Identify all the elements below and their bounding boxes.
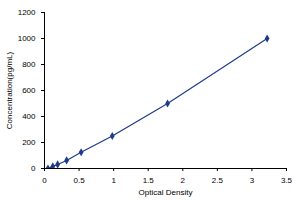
svg-text:2.5: 2.5 [212,176,224,185]
svg-text:1200: 1200 [18,8,36,17]
svg-text:0: 0 [31,164,36,173]
svg-text:400: 400 [22,112,36,121]
svg-text:1: 1 [111,176,116,185]
svg-text:3: 3 [250,176,255,185]
svg-text:200: 200 [22,138,36,147]
svg-text:1.5: 1.5 [143,176,155,185]
svg-text:Concentration(pg/mL): Concentration(pg/mL) [5,51,14,129]
svg-text:Optical Density: Optical Density [139,188,193,197]
svg-text:600: 600 [22,86,36,95]
svg-text:0: 0 [42,176,47,185]
svg-text:1000: 1000 [18,34,36,43]
svg-text:3.5: 3.5 [281,176,293,185]
svg-text:0.5: 0.5 [74,176,86,185]
svg-text:800: 800 [22,60,36,69]
svg-text:2: 2 [181,176,186,185]
